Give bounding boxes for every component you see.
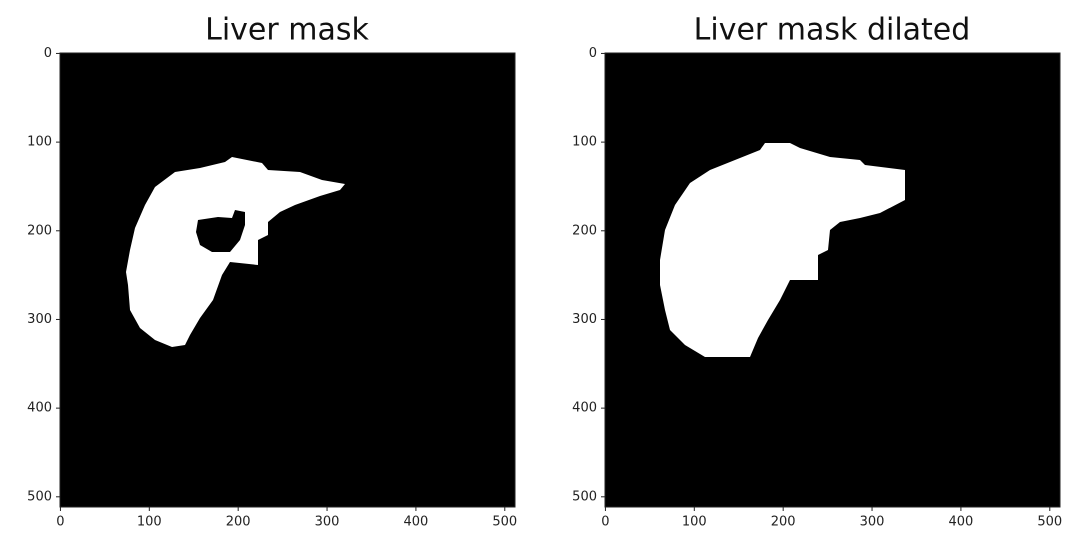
figure: Liver mask Liver mask dilated 0 100 200 300… (0, 0, 1067, 536)
x-tick-label: 500 (1037, 515, 1062, 530)
y-tick-label: 200 (572, 223, 597, 238)
y-tick-label: 100 (27, 135, 52, 150)
x-tick-label: 0 (56, 515, 64, 530)
y-tick-label: 300 (27, 312, 52, 327)
x-tick-label: 0 (601, 515, 609, 530)
y-tick-label: 500 (27, 489, 52, 504)
x-tick-label: 300 (860, 515, 885, 530)
x-tick-label: 400 (403, 515, 428, 530)
panel-title: Liver mask dilated (694, 13, 971, 48)
y-tick-label: 0 (44, 46, 52, 61)
y-tick-label: 500 (572, 489, 597, 504)
x-tick-label: 200 (226, 515, 251, 530)
y-tick-label: 100 (572, 135, 597, 150)
y-tick-label: 0 (589, 46, 597, 61)
y-tick-label: 300 (572, 312, 597, 327)
y-tick-label: 200 (27, 223, 52, 238)
x-tick-label: 200 (771, 515, 796, 530)
x-tick-label: 500 (492, 515, 517, 530)
panel-title: Liver mask (205, 13, 369, 48)
x-tick-label: 100 (682, 515, 707, 530)
y-tick-label: 400 (27, 401, 52, 416)
x-tick-label: 400 (948, 515, 973, 530)
y-tick-label: 400 (572, 401, 597, 416)
x-tick-label: 100 (137, 515, 162, 530)
x-tick-label: 300 (315, 515, 340, 530)
